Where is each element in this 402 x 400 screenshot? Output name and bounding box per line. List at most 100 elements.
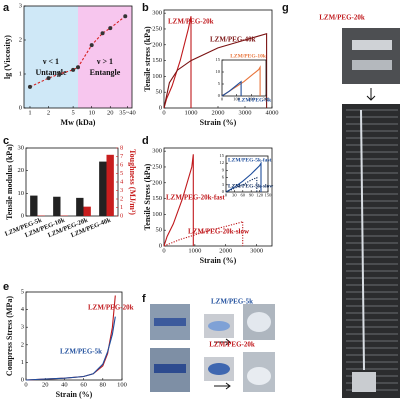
photo (352, 60, 392, 70)
x-axis-label: Strain (%) (56, 390, 93, 399)
data-point (27, 84, 32, 89)
bar (83, 206, 91, 216)
x-tick-label: 2000 (219, 248, 232, 255)
y2-tick-label: 5 (120, 170, 123, 177)
photo (352, 372, 376, 392)
photo (352, 40, 392, 50)
y-tick-label: 250 (152, 25, 162, 32)
x-axis-label: Mw (kDa) (61, 118, 96, 127)
series-label: LZM/PEG-20k-fast (166, 194, 225, 202)
y-tick-label: 0 (19, 104, 22, 111)
x-tick-label: 40 (61, 382, 68, 389)
series-label: LZM/PEG-5k (60, 348, 102, 356)
x-tick-label: 0 (162, 248, 165, 255)
data-point (57, 72, 62, 76)
data-point (71, 67, 76, 72)
y-tick-label: 1 (21, 359, 24, 366)
y-tick-label: 0 (218, 93, 221, 98)
series-label: LZM/PEG-20k (168, 18, 214, 26)
y-tick-label: 1 (19, 70, 22, 77)
x-tick-label: 20 (42, 382, 49, 389)
plot-frame (23, 5, 133, 109)
inset-bg (222, 60, 266, 96)
line-series (225, 161, 262, 193)
y-axis-label: Tensile stress (kPa) (143, 26, 152, 92)
panel-letter: b (142, 2, 149, 14)
x-tick-label: 0 (225, 193, 228, 198)
x-tick-label: 5 (71, 110, 74, 117)
plot-frame (221, 59, 267, 97)
x-tick-label: 1 (28, 110, 31, 117)
photo (346, 109, 398, 391)
y2-tick-label: 4 (120, 178, 124, 185)
x-tick-label: 1000 (185, 110, 198, 117)
x-tick-label: 120 (256, 193, 264, 198)
y-tick-label: 300 (152, 10, 162, 17)
series-label: LZM/PEG-5k (238, 97, 272, 103)
y2-tick-label: 6 (120, 161, 124, 168)
data-point (46, 76, 51, 81)
photo (342, 28, 400, 84)
y-tick-label: 0 (159, 242, 162, 249)
photo-label: LZM/PEG-5k (211, 298, 253, 306)
y-tick-label: 2 (21, 341, 24, 348)
bar (106, 154, 114, 216)
x-tick-label: 100 (117, 382, 127, 389)
y-axis-label: Tensile modulus (kPa) (5, 144, 14, 220)
series-label: LZM/PEG-20k (88, 304, 134, 312)
y-tick-label: 100 (152, 73, 162, 80)
bar (76, 197, 84, 216)
x-tick-label: 30 (232, 193, 237, 198)
y2-tick-label: 2 (120, 195, 123, 202)
region (78, 6, 132, 108)
panel-letter: f (142, 293, 146, 305)
photo (342, 104, 400, 398)
y-tick-label: 10 (18, 190, 25, 197)
photo (360, 109, 365, 371)
y-tick-label: 9 (222, 167, 225, 172)
arrow (366, 88, 376, 101)
y-tick-label: 20 (18, 167, 25, 174)
y-axis-label: lg (Viscosity) (3, 35, 12, 79)
region (24, 6, 78, 108)
plot-frame (25, 291, 123, 381)
x-tick-label: 80 (100, 382, 107, 389)
y-tick-label: 100 (152, 211, 162, 218)
photo (154, 318, 186, 326)
x-tick-label: 300 (263, 97, 271, 102)
y-tick-label: 15 (216, 57, 221, 62)
panel-letter: a (3, 2, 10, 14)
region-label: ν > 1 (96, 57, 113, 66)
y2-tick-label: 1 (120, 204, 123, 211)
x-tick-label: 2 (47, 110, 50, 117)
region-label: ν < 1 (42, 57, 59, 66)
arrow (214, 338, 231, 346)
line-series (221, 80, 242, 97)
panel-letter: d (142, 135, 149, 147)
y-axis-label: Tensile Stress (kPa) (143, 163, 152, 230)
plot-frame (163, 147, 273, 247)
data-point (108, 26, 113, 31)
x-axis-label: Strain (%) (200, 256, 237, 265)
x-tick-label: 60 (241, 193, 246, 198)
x-tick-label: 3000 (250, 248, 263, 255)
photo (208, 321, 230, 331)
y-tick-label: 15 (220, 153, 225, 158)
line-series (25, 316, 116, 381)
y-tick-label: 4 (21, 306, 25, 313)
x-tick-label: 35~40 (119, 110, 136, 117)
series-label: LZM/PEG-5k-slow (228, 183, 273, 189)
y-tick-label: 3 (21, 324, 24, 331)
y-tick-label: 3 (222, 182, 225, 187)
y-tick-label: 50 (156, 227, 163, 234)
photo (208, 363, 230, 375)
y-tick-label: 3 (19, 2, 22, 9)
bar (53, 196, 61, 216)
y-tick-label: 200 (152, 41, 162, 48)
x-tick-label: 0 (221, 97, 224, 102)
photo (247, 367, 271, 385)
x-tick-label: 2000 (212, 110, 225, 117)
panel-letter: g (282, 2, 289, 14)
y-tick-label: 200 (152, 179, 162, 186)
y-tick-label: 6 (222, 175, 225, 180)
